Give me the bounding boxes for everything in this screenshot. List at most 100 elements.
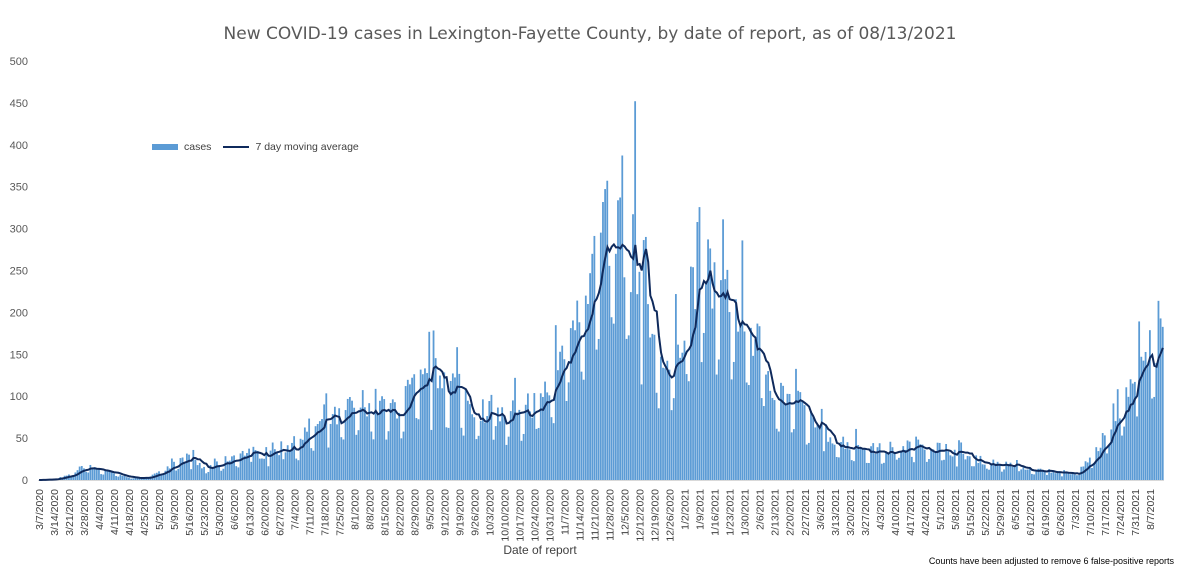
case-bar bbox=[216, 461, 218, 480]
case-bar bbox=[546, 392, 549, 480]
case-bar bbox=[722, 219, 724, 480]
x-tick-label: 2/27/2021 bbox=[800, 489, 812, 536]
case-bar bbox=[237, 467, 240, 480]
case-bar bbox=[338, 408, 341, 480]
case-bar bbox=[1076, 475, 1078, 480]
case-bar bbox=[1151, 398, 1153, 480]
case-bar bbox=[269, 450, 272, 480]
case-bar bbox=[134, 477, 137, 480]
x-tick-label: 11/21/2020 bbox=[590, 489, 602, 541]
case-bar bbox=[342, 439, 345, 480]
x-tick-label: 6/27/2020 bbox=[274, 489, 286, 536]
case-bar bbox=[1095, 447, 1098, 480]
case-bar bbox=[970, 466, 973, 480]
x-tick-label: 8/15/2020 bbox=[379, 489, 391, 536]
case-bar bbox=[454, 377, 456, 480]
case-bar bbox=[1024, 469, 1027, 480]
case-bar bbox=[696, 222, 699, 480]
case-bar bbox=[662, 367, 664, 480]
case-bar bbox=[784, 404, 787, 480]
x-tick-label: 3/6/2021 bbox=[815, 489, 827, 530]
case-bar bbox=[848, 449, 851, 480]
case-bar bbox=[331, 414, 334, 480]
case-bar bbox=[336, 424, 338, 480]
x-tick-label: 1/30/2021 bbox=[740, 489, 752, 536]
case-bar bbox=[333, 406, 336, 480]
case-bar bbox=[947, 451, 950, 480]
case-bar bbox=[396, 418, 398, 480]
case-bar bbox=[119, 474, 122, 480]
case-bar bbox=[758, 326, 761, 480]
case-bar bbox=[173, 461, 175, 480]
case-bar bbox=[928, 459, 930, 480]
case-bar bbox=[835, 457, 838, 480]
case-bar bbox=[569, 328, 572, 480]
case-bar bbox=[887, 452, 890, 480]
case-bar bbox=[1016, 460, 1018, 480]
case-bar bbox=[908, 441, 911, 480]
case-bar bbox=[102, 474, 105, 480]
case-bar bbox=[325, 393, 328, 480]
case-bar bbox=[246, 453, 248, 480]
x-tick-label: 7/3/2021 bbox=[1070, 489, 1082, 530]
case-bar bbox=[898, 457, 900, 480]
case-bar bbox=[550, 417, 553, 480]
case-bar bbox=[557, 370, 559, 480]
case-bar bbox=[777, 431, 780, 480]
case-bar bbox=[1028, 468, 1031, 480]
case-bar bbox=[958, 440, 960, 480]
case-bar bbox=[529, 411, 531, 480]
y-tick-label: 50 bbox=[16, 433, 28, 445]
case-bar bbox=[874, 453, 877, 480]
case-bar bbox=[469, 404, 471, 480]
case-bar bbox=[310, 448, 313, 480]
case-bar bbox=[1035, 471, 1038, 480]
case-bar bbox=[80, 466, 83, 480]
case-bar bbox=[428, 331, 431, 480]
case-bar bbox=[398, 412, 401, 480]
x-tick-label: 12/26/2020 bbox=[665, 489, 677, 542]
case-bar bbox=[138, 478, 141, 480]
x-tick-label: 8/22/2020 bbox=[394, 489, 406, 536]
case-bar bbox=[207, 471, 210, 480]
case-bar bbox=[1071, 473, 1074, 480]
case-bar bbox=[284, 452, 287, 480]
case-bar bbox=[531, 417, 534, 480]
case-bar bbox=[183, 462, 186, 480]
x-tick-label: 5/8/2021 bbox=[950, 489, 962, 530]
case-bar bbox=[1050, 472, 1053, 480]
case-bar bbox=[945, 443, 948, 480]
case-bar bbox=[762, 406, 765, 480]
x-tick-label: 4/24/2021 bbox=[920, 489, 932, 536]
x-axis-label: Date of report bbox=[503, 543, 577, 557]
x-tick-label: 6/19/2021 bbox=[1040, 489, 1052, 536]
x-tick-label: 7/24/2021 bbox=[1115, 489, 1127, 536]
case-bar bbox=[747, 385, 750, 480]
case-bar bbox=[288, 451, 291, 480]
case-bar bbox=[123, 475, 126, 480]
case-bar bbox=[376, 413, 379, 480]
case-bar bbox=[816, 424, 819, 480]
case-bar bbox=[1125, 387, 1128, 480]
case-bar bbox=[494, 426, 497, 480]
case-bar bbox=[462, 435, 465, 480]
case-bar bbox=[533, 393, 536, 480]
x-tick-label: 12/5/2020 bbox=[620, 489, 632, 536]
x-tick-label: 5/29/2021 bbox=[995, 489, 1007, 536]
case-bar bbox=[308, 418, 311, 480]
x-tick-label: 9/19/2020 bbox=[454, 489, 466, 536]
case-bar bbox=[286, 445, 289, 480]
case-bar bbox=[717, 359, 720, 480]
case-bar bbox=[895, 459, 898, 480]
case-bar bbox=[619, 197, 622, 481]
case-bar bbox=[932, 449, 935, 480]
case-bar bbox=[599, 232, 602, 480]
case-bar bbox=[132, 478, 135, 480]
case-bar bbox=[70, 476, 72, 480]
case-bar bbox=[1123, 426, 1126, 480]
case-bar bbox=[829, 437, 832, 480]
x-tick-label: 5/23/2020 bbox=[199, 489, 211, 536]
case-bar bbox=[190, 469, 193, 480]
case-bar bbox=[724, 279, 727, 480]
case-bar bbox=[728, 312, 731, 480]
